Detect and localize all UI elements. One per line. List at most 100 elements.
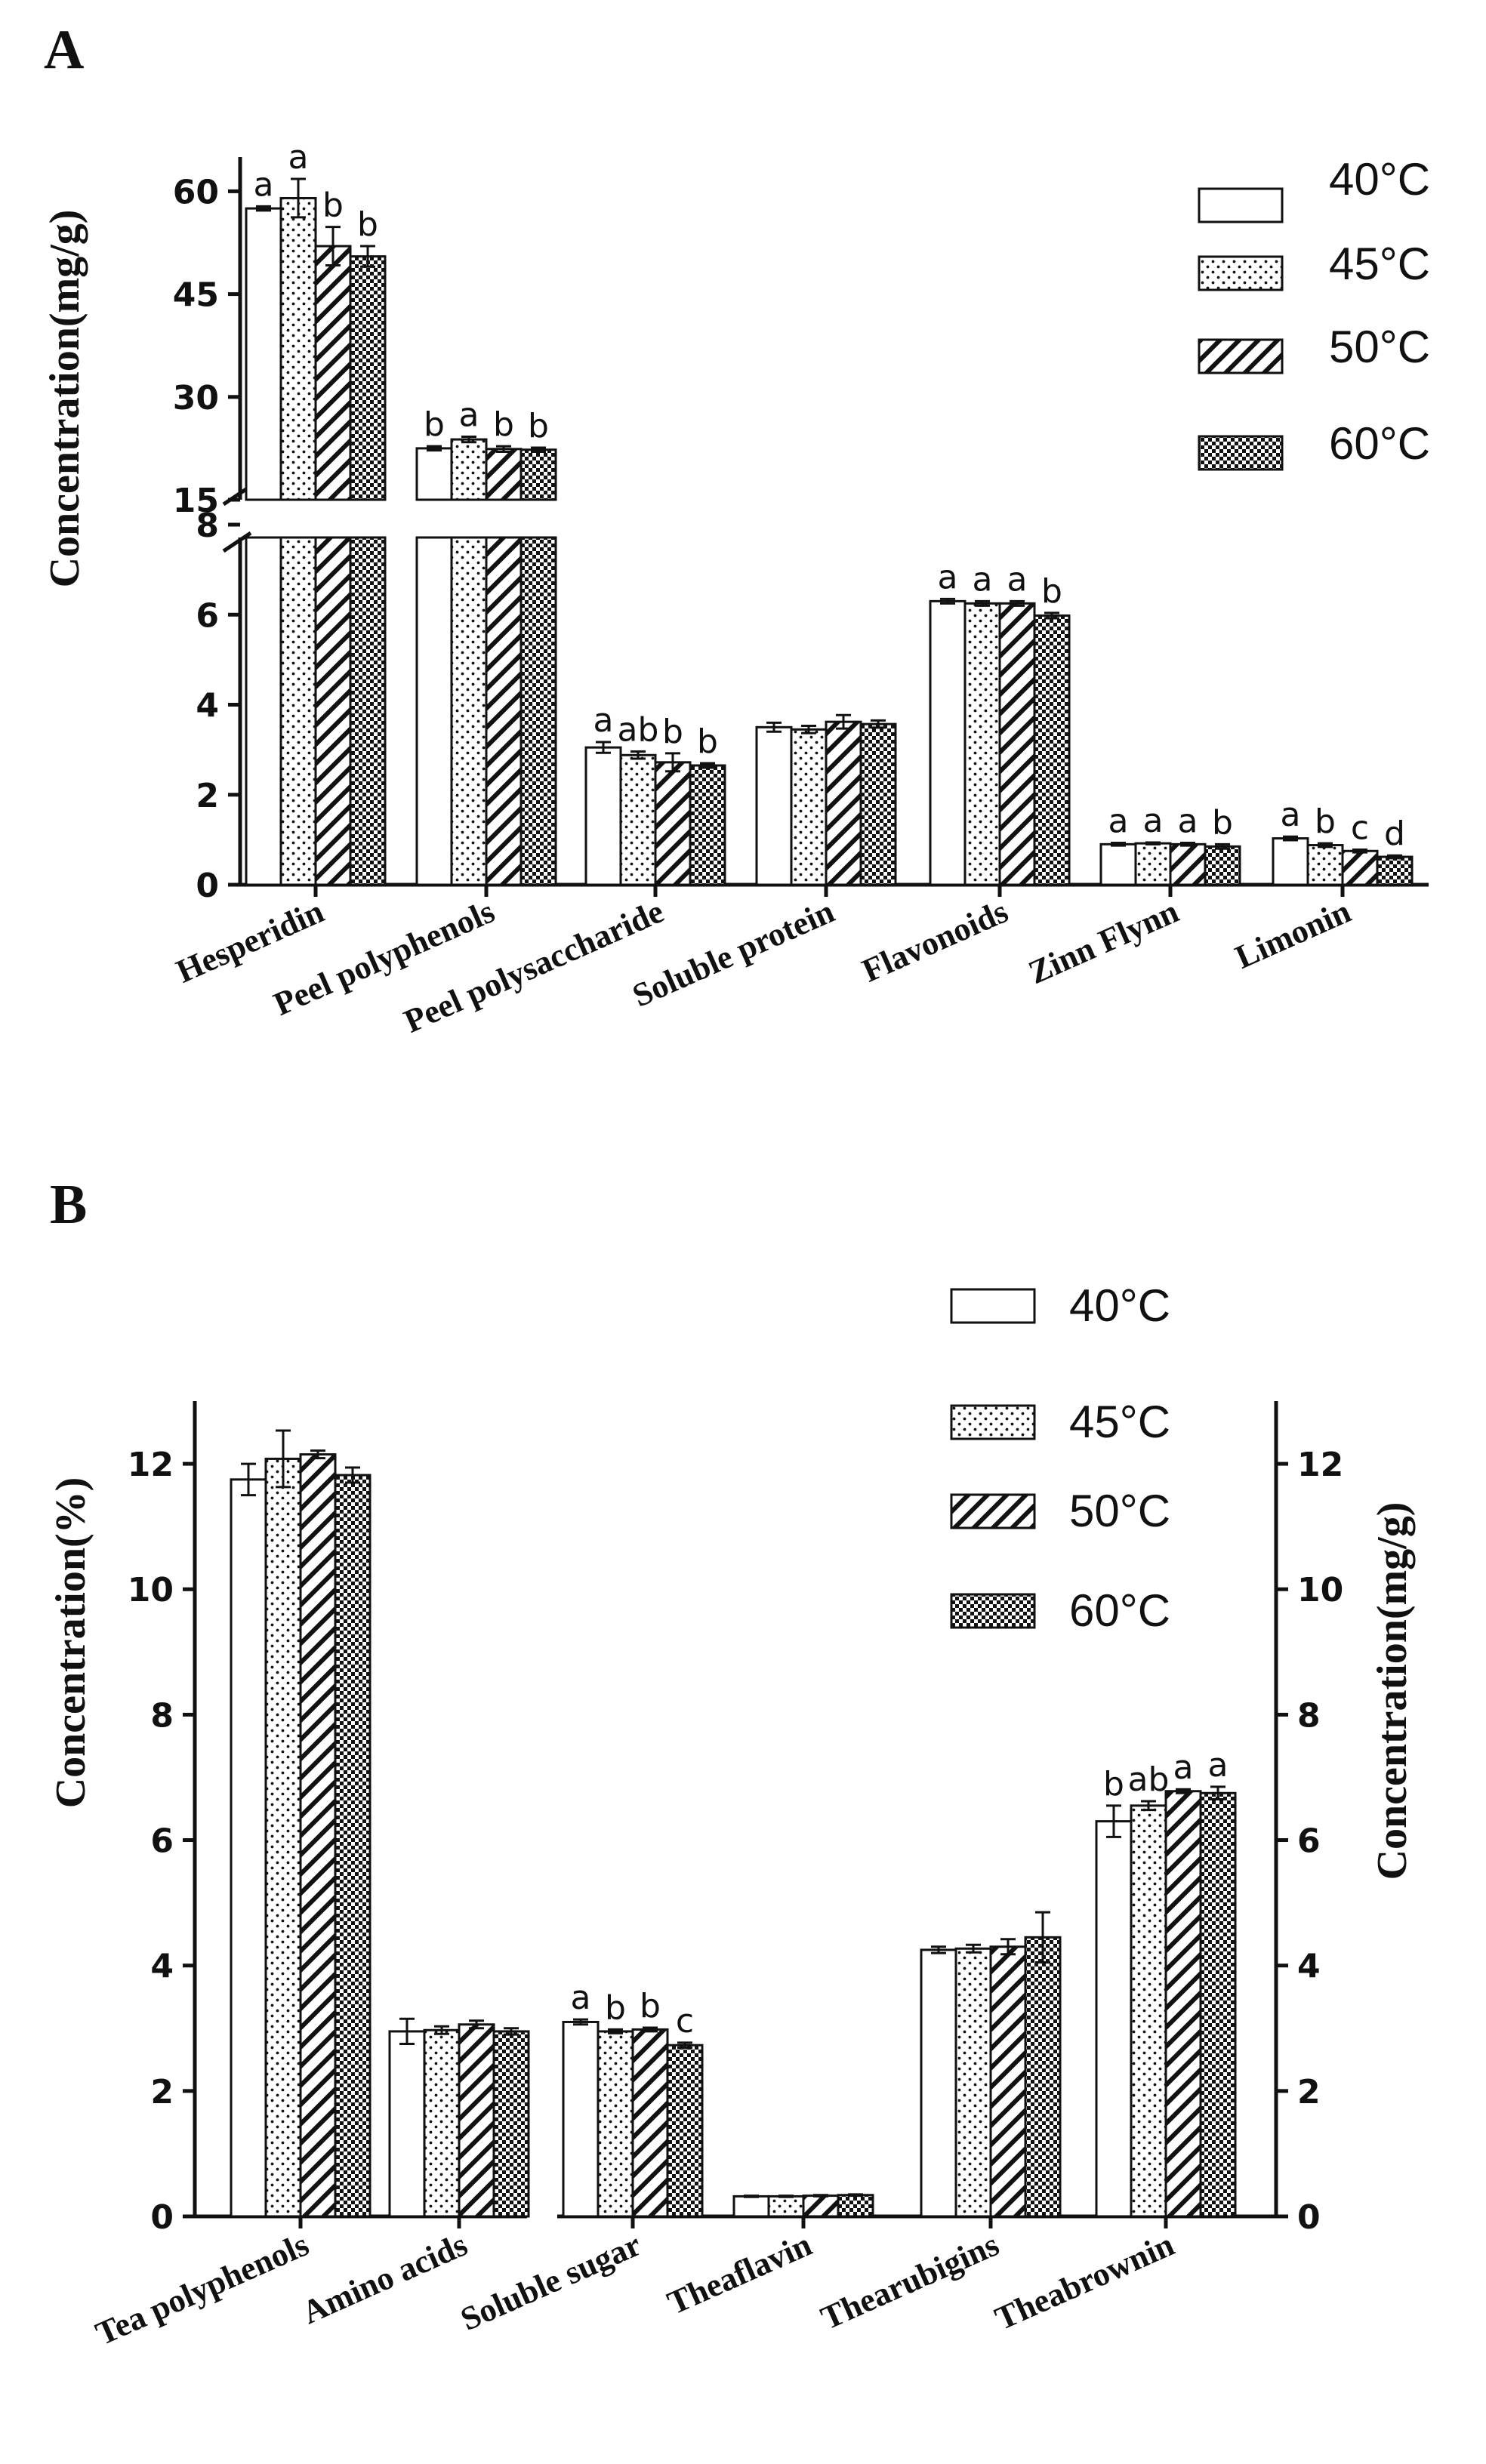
bar [388, 2030, 426, 2218]
bar [802, 2194, 840, 2218]
bar [1199, 1791, 1237, 2218]
bar-upper-segment [279, 196, 317, 501]
y-tick-label: 6 [196, 596, 219, 635]
bar-upper-segment [314, 245, 352, 501]
significance-letter: b [1041, 572, 1062, 611]
y-tick-label-left: 4 [150, 1948, 174, 1986]
bar [732, 2194, 770, 2218]
legend-swatch [950, 1593, 1036, 1629]
x-category-label: Tea polyphenols [90, 2225, 314, 2352]
bar [230, 1478, 267, 2218]
bar [631, 2028, 669, 2218]
significance-letter: c [676, 2002, 694, 2040]
bar [989, 1945, 1027, 2218]
y-tick-label: 8 [196, 507, 219, 545]
bar [299, 1453, 337, 2218]
panel-a-legend: 40°C 45°C 50°C 60°C [1198, 154, 1430, 471]
panel-b-chart: B Concentration(%) Concentration(mg/g) 0… [48, 1174, 1416, 2352]
significance-letter: ab [1128, 1760, 1170, 1799]
significance-letter: c [1351, 808, 1369, 847]
significance-letter: b [1212, 803, 1233, 842]
y-tick-label: 30 [173, 379, 219, 417]
bar [837, 2194, 874, 2218]
legend-swatch [950, 1493, 1036, 1529]
legend-swatch [950, 1404, 1036, 1440]
significance-letter: b [322, 186, 344, 225]
bar [1130, 1804, 1167, 2218]
bar-lower-segment [279, 536, 317, 886]
significance-letter: b [640, 1987, 661, 2025]
panel-a-label: A [44, 19, 84, 81]
bar-lower-segment [519, 536, 557, 886]
x-category-label: Soluble sugar [455, 2225, 646, 2338]
legend-label: 45°C [1069, 1397, 1170, 1447]
x-category-label: Zinn Flynn [1023, 892, 1184, 991]
panel-a-bars [245, 196, 1414, 886]
bar [1024, 1936, 1062, 2218]
panel-b-axes: 0 0 2 2 4 4 6 6 8 8 10 10 12 12 [128, 1401, 1343, 2237]
bar [1164, 1790, 1202, 2218]
bar-upper-segment [450, 438, 488, 501]
legend-label: 50°C [1069, 1486, 1170, 1536]
bar-upper-segment [349, 255, 387, 501]
significance-letter: a [1143, 802, 1164, 840]
bar [1033, 614, 1071, 886]
significance-letter: a [1173, 1748, 1194, 1787]
y-tick-label-right: 6 [1297, 1822, 1321, 1861]
significance-letter: b [697, 722, 718, 761]
significance-letter: a [571, 1979, 591, 2017]
x-category-label: Theaflavin [662, 2225, 817, 2321]
y-tick-label-right: 2 [1297, 2073, 1321, 2111]
bar-upper-segment [519, 448, 557, 501]
y-tick-label-left: 10 [128, 1571, 174, 1609]
bar-lower-segment [415, 536, 453, 886]
bar-lower-segment [450, 536, 488, 886]
significance-letter: ab [618, 711, 659, 750]
bar [1169, 842, 1207, 886]
legend-label: 40°C [1329, 154, 1430, 205]
y-tick-label-left: 0 [150, 2198, 174, 2237]
bar [334, 1474, 372, 2218]
bar [619, 753, 657, 886]
significance-letter: a [1108, 802, 1129, 841]
significance-letter: b [424, 405, 445, 444]
y-tick-label-right: 10 [1297, 1571, 1343, 1609]
panel-a-y-axis-title: Concentration(mg/g) [42, 210, 88, 588]
y-tick-label-left: 2 [150, 2073, 174, 2111]
bar [1376, 855, 1414, 886]
significance-letter: a [973, 560, 993, 599]
bar-lower-segment [485, 536, 523, 886]
y-tick-label-right: 8 [1297, 1696, 1321, 1735]
x-category-label: Limonin [1230, 892, 1356, 975]
bar [492, 2030, 530, 2218]
bar [998, 602, 1036, 886]
significance-letter: a [1007, 560, 1028, 599]
significance-letter: a [1281, 796, 1301, 834]
legend-swatch [1198, 187, 1284, 223]
panel-b-label: B [50, 1174, 87, 1236]
bar-upper-segment [485, 448, 523, 501]
panel-b-legend: 40°C 45°C 50°C 60°C [950, 1280, 1170, 1636]
bar [929, 599, 967, 886]
y-tick-label-right: 4 [1297, 1948, 1321, 1986]
legend-label: 50°C [1329, 322, 1430, 372]
bar [790, 728, 828, 886]
bar [458, 2023, 495, 2218]
y-tick-label-left: 12 [128, 1446, 174, 1484]
significance-letter: a [459, 396, 479, 434]
significance-letter: a [593, 701, 614, 740]
significance-letter: b [1315, 802, 1336, 841]
bar-lower-segment [349, 536, 387, 886]
legend-swatch [1198, 435, 1284, 471]
bar [1134, 842, 1172, 886]
panel-b-bars [230, 1453, 1237, 2218]
significance-letter: a [288, 138, 309, 177]
legend-label: 45°C [1329, 239, 1430, 289]
bar [1341, 849, 1379, 886]
bar-upper-segment [245, 207, 282, 501]
bar [755, 725, 793, 886]
bar [859, 722, 897, 886]
y-tick-label-left: 8 [150, 1696, 174, 1735]
y-tick-label: 0 [196, 867, 219, 905]
